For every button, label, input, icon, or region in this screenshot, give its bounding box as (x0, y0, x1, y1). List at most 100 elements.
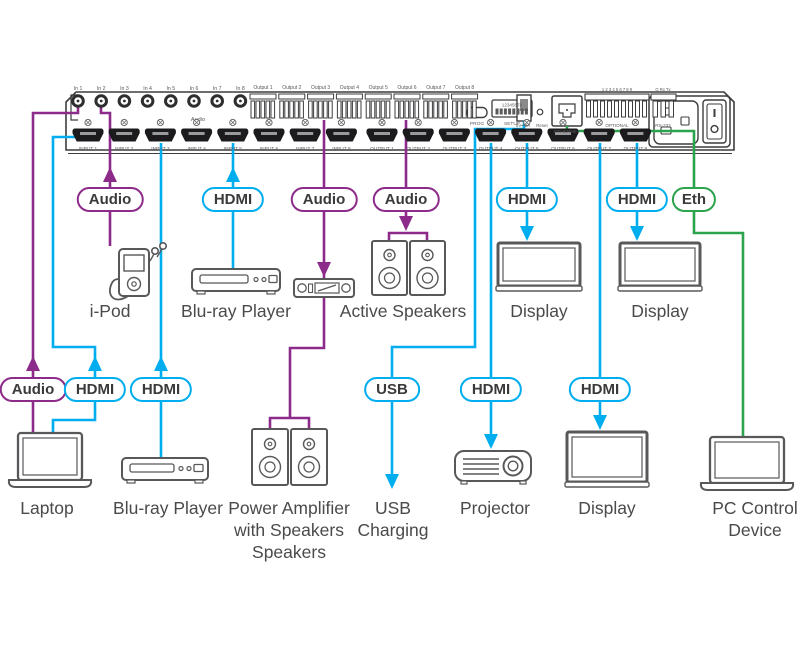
hdmi-screw-cross (302, 120, 308, 125)
label-bluray-bottom: Blu-ray Player (113, 498, 223, 518)
hdmi-port-slot (627, 132, 644, 135)
audio-out-terminal-pin (250, 100, 256, 119)
optional-terminal-pin (593, 100, 598, 118)
audio-out-label: Output 6 (397, 85, 416, 91)
audio-in-jack-center (169, 99, 173, 103)
rs232-terminal-pin (652, 100, 658, 118)
audio-out-label: Output 4 (340, 85, 359, 91)
label-pc-control-line1: PC Control (712, 498, 798, 518)
audio-in-label: In 5 (166, 86, 175, 92)
audio-in-jack-center (239, 99, 242, 103)
audio-out-terminal-pin (375, 100, 381, 119)
pill-audio-amplifier: Audio (290, 187, 358, 212)
hdmi-screw-cross (379, 120, 385, 125)
hdmi-port-label: INPUT 3 (151, 146, 170, 152)
rs232-terminal-block (650, 93, 677, 101)
hdmi-port-slot (446, 132, 463, 135)
hdmi-port-slot (374, 132, 390, 135)
power-amplifier-icon (293, 278, 355, 298)
audio-out-terminal-pin (260, 100, 266, 119)
hdmi-screw-cross (230, 120, 236, 125)
label-usb-charging-line2: Charging (357, 520, 429, 540)
hdmi-screw-cross (596, 120, 602, 125)
hdmi-port-label: INPUT 2 (115, 146, 134, 152)
pill-hdmi-bluray-top: HDMI (201, 187, 265, 212)
prog-label: PROG (470, 121, 484, 127)
audio-out-terminal-bar (335, 93, 363, 100)
ethernet-label: ETHERNET (554, 129, 580, 135)
audio-out-terminal-pin (313, 100, 318, 119)
hdmi-port-label: INPUT 5 (224, 146, 243, 152)
hdmi-screw-cross (415, 120, 421, 125)
audio-out-label: Output 3 (311, 85, 330, 91)
pill-usb: USB (364, 377, 420, 402)
hdmi-port-label: OUTPUT 4 (479, 146, 503, 152)
hdmi-port-slot (482, 132, 499, 135)
audio-out-terminal-pin (341, 100, 347, 119)
audio-out-terminal-pin (423, 100, 428, 119)
audio-out-terminal-pin (438, 100, 443, 119)
audio-out-terminal-pin (346, 100, 352, 119)
hdmi-port-slot (555, 132, 571, 135)
optional-label: OPTIONAL (605, 123, 629, 128)
audio-in-jack-center (215, 99, 219, 103)
audio-out-terminal-pin (385, 100, 391, 119)
audio-in-label: In 6 (190, 86, 199, 92)
optional-terminal-pin (586, 100, 591, 118)
audio-out-terminal-pin (472, 100, 477, 119)
pill-hdmi-display1: HDMI (495, 187, 559, 212)
reset-label: Reset (536, 123, 548, 128)
hdmi-screw-cross (194, 120, 199, 125)
label-display3: Display (578, 498, 636, 518)
audio-out-terminal-pin (404, 100, 410, 119)
label-laptop: Laptop (20, 498, 74, 518)
hdmi-port-slot (116, 132, 133, 135)
laptop-icon (7, 431, 93, 488)
rs232-pins-label: G Rx Tx (655, 87, 671, 92)
pill-ethernet: Eth (671, 187, 717, 212)
audio-out-terminal-bar (278, 93, 306, 100)
bluray-player-bottom-icon (121, 457, 209, 484)
hdmi-screw-cross (158, 120, 163, 125)
ipod-icon (109, 242, 168, 301)
hdmi-port-slot (188, 132, 205, 135)
audio-out-label: Output 1 (253, 85, 272, 91)
rs232-terminal-pin (660, 100, 666, 118)
cable-audio-laptop-to-in1 (31, 106, 80, 434)
audio-out-terminal-pin (443, 100, 448, 119)
hdmi-port-slot (410, 132, 427, 135)
optional-terminal-pin (607, 100, 612, 118)
audio-out-terminal-pin (289, 100, 294, 119)
audio-out-terminal-pin (270, 100, 276, 119)
audio-out-terminal-pin (428, 100, 433, 119)
active-speakers-icon (371, 240, 446, 296)
optional-terminal-pin (621, 100, 626, 118)
audio-out-terminal-pin (351, 100, 357, 119)
label-power-amplifier-line3: Speakers (252, 542, 326, 562)
hdmi-port-label: OUTPUT 7 (587, 146, 611, 152)
dip-switch (520, 108, 524, 115)
hdmi-screw-cross (266, 120, 272, 125)
hdmi-port-slot (297, 132, 314, 135)
audio-out-label: Output 5 (369, 85, 388, 91)
audio-out-terminal-pin (433, 100, 438, 119)
hdmi-screw-cross (85, 120, 91, 125)
hdmi-screw-cross (633, 120, 638, 125)
hdmi-port-slot (333, 132, 350, 135)
audio-out-terminal-pin (452, 100, 457, 119)
audio-in-jack-center (99, 99, 103, 103)
usb-charging-port (516, 94, 532, 122)
hdmi-port-slot (224, 132, 241, 135)
hdmi-screw-cross (339, 120, 344, 125)
rs232-label: RS-232 (655, 123, 671, 128)
cable-amplifier-to-speakers (268, 297, 326, 429)
dip-switch (516, 108, 520, 115)
hdmi-port-label: OUTPUT 6 (551, 146, 575, 152)
audio-in-label: In 7 (213, 86, 222, 92)
optional-terminal-pin (614, 100, 619, 118)
pill-hdmi-display2: HDMI (605, 187, 669, 212)
optional-pins-label: 1 2 3 4 5 6 7 8 9 (602, 87, 633, 92)
pc-control-laptop-icon (699, 435, 795, 491)
